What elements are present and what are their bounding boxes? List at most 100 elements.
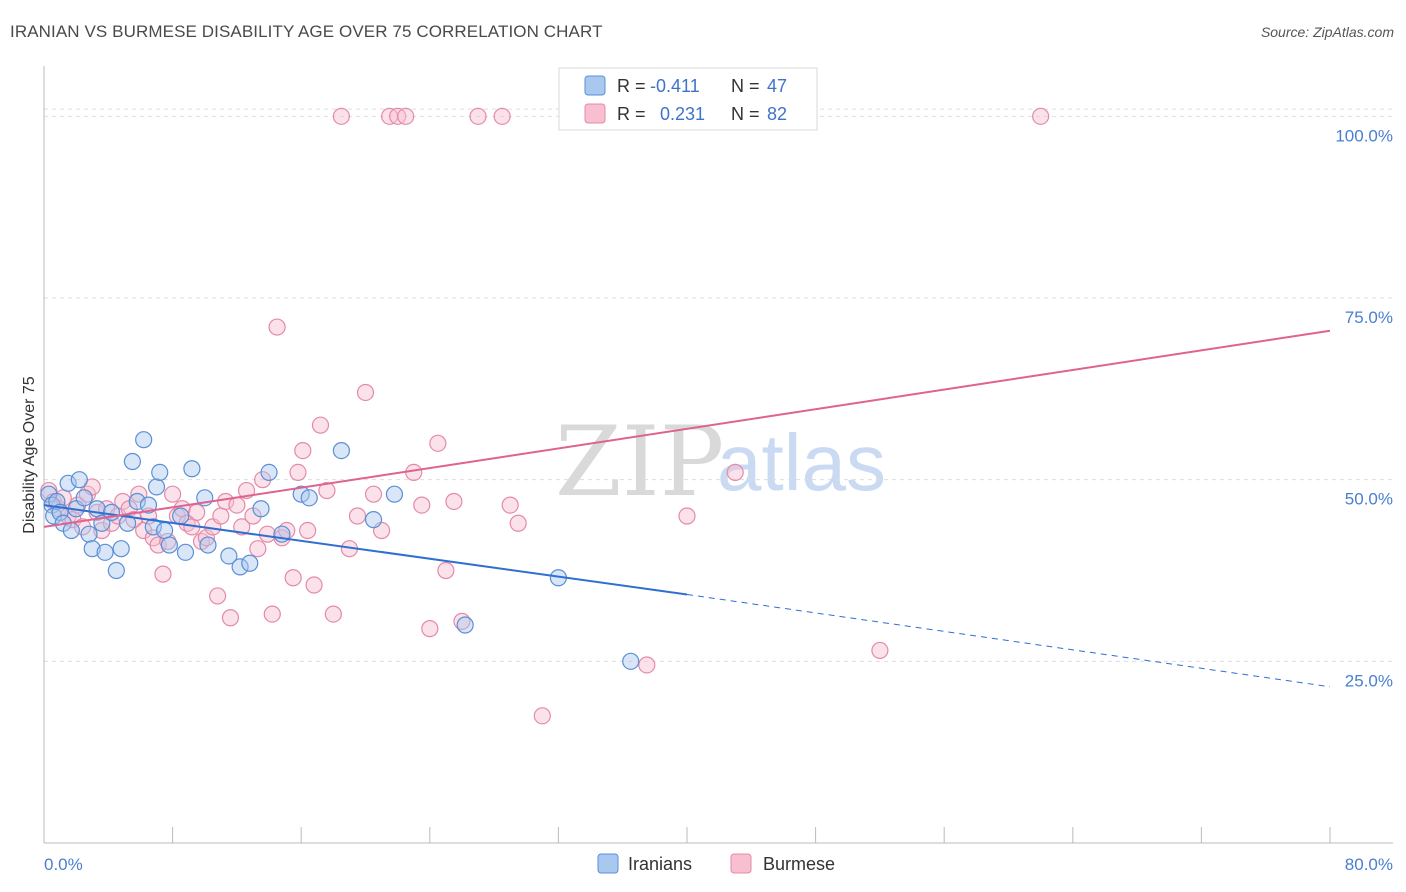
data-point-burmese <box>217 492 235 511</box>
data-point-iranians <box>62 521 80 540</box>
series-legend: Iranians Burmese <box>597 853 835 874</box>
data-point-burmese <box>356 383 375 402</box>
trend-line-iranians-extrapolated <box>686 593 1331 688</box>
legend-n-label-1: N = <box>731 76 760 96</box>
series-burmese-points <box>40 107 1050 725</box>
data-point-iranians <box>70 471 88 489</box>
data-point-iranians <box>385 485 404 503</box>
data-point-burmese <box>1032 107 1050 125</box>
data-point-iranians <box>183 460 201 478</box>
data-point-iranians <box>88 500 106 518</box>
x-tick-labels: 0.0% 80.0% <box>44 855 1393 874</box>
data-point-burmese <box>299 521 317 540</box>
data-point-burmese <box>413 496 431 514</box>
watermark-atlas: atlas <box>717 418 886 507</box>
bottom-legend-swatch-burmese <box>730 853 752 874</box>
data-point-iranians <box>456 616 474 634</box>
axes <box>43 66 1393 844</box>
data-point-burmese <box>284 569 302 587</box>
data-point-burmese <box>421 620 439 638</box>
data-point-burmese <box>509 514 527 532</box>
gridlines <box>44 108 1393 662</box>
data-point-burmese <box>348 507 367 525</box>
data-point-burmese <box>305 576 323 594</box>
data-point-iranians <box>128 492 146 511</box>
series-iranians-points <box>40 431 640 670</box>
data-point-burmese <box>164 485 182 503</box>
data-point-burmese <box>871 641 889 660</box>
legend-r-value-2: 0.231 <box>660 104 705 124</box>
legend-n-label-2: N = <box>731 104 760 124</box>
data-point-iranians <box>199 536 217 554</box>
data-point-burmese <box>289 463 307 481</box>
data-point-iranians <box>292 485 310 503</box>
data-point-iranians <box>260 463 278 481</box>
bottom-legend-iranians: Iranians <box>628 854 692 874</box>
trend-line-burmese <box>43 329 1331 528</box>
data-point-burmese <box>493 107 511 125</box>
data-point-iranians <box>622 652 640 670</box>
data-point-burmese <box>221 609 240 627</box>
data-point-burmese <box>318 481 336 500</box>
data-point-burmese <box>294 442 312 460</box>
data-point-iranians <box>155 521 174 540</box>
y-tick-label: 25.0% <box>1345 671 1393 690</box>
legend-r-value-1: -0.411 <box>650 76 700 96</box>
data-point-burmese <box>437 561 455 580</box>
data-point-burmese <box>212 507 230 525</box>
data-point-burmese <box>233 518 251 536</box>
data-point-iranians <box>172 507 190 525</box>
legend-r-label-1: R = <box>617 76 646 96</box>
trend-line-iranians <box>43 504 688 596</box>
data-point-iranians <box>80 525 98 543</box>
data-point-burmese <box>249 540 267 558</box>
data-point-iranians <box>107 561 125 580</box>
data-point-iranians <box>176 543 195 561</box>
data-point-burmese <box>154 565 172 583</box>
data-point-burmese <box>268 318 286 336</box>
data-point-burmese <box>228 496 246 514</box>
x-tick-label-min: 0.0% <box>44 855 83 874</box>
data-point-burmese <box>209 587 227 605</box>
data-point-iranians <box>83 540 101 558</box>
legend-r-label-2: R = <box>617 104 646 124</box>
data-point-iranians <box>139 496 158 514</box>
data-point-burmese <box>638 656 656 674</box>
legend-n-value-1: 47 <box>767 76 787 96</box>
legend-n-value-2: 82 <box>767 104 787 124</box>
data-point-iranians <box>135 431 153 449</box>
data-point-burmese <box>263 605 281 623</box>
data-point-iranians <box>364 511 383 529</box>
trend-lines <box>43 329 1331 688</box>
y-axis-label: Disability Age Over 75 <box>21 376 38 534</box>
data-point-iranians <box>241 554 259 572</box>
watermark-zip: ZIP <box>555 406 724 518</box>
data-point-iranians <box>300 489 318 507</box>
y-tick-label: 75.0% <box>1345 308 1393 327</box>
data-point-burmese <box>332 107 350 125</box>
data-point-burmese <box>188 503 206 521</box>
source-label: Source: ZipAtlas.com <box>1260 24 1394 40</box>
data-point-iranians <box>332 442 350 460</box>
data-point-iranians <box>160 536 178 554</box>
data-point-burmese <box>429 434 447 452</box>
data-point-burmese <box>311 416 330 434</box>
data-point-burmese <box>445 492 463 511</box>
data-point-iranians <box>144 518 162 536</box>
data-point-iranians <box>112 540 130 558</box>
data-point-iranians <box>220 547 238 565</box>
data-point-burmese <box>405 463 423 481</box>
data-point-iranians <box>96 543 114 561</box>
data-point-iranians <box>231 558 249 576</box>
data-point-iranians <box>147 478 166 496</box>
data-point-burmese <box>678 507 696 525</box>
data-point-burmese <box>501 496 519 514</box>
y-tick-label: 100.0% <box>1335 126 1393 145</box>
data-point-burmese <box>726 463 744 481</box>
data-point-iranians <box>118 514 137 532</box>
y-tick-labels: 25.0% 50.0% 75.0% 100.0% <box>1335 126 1393 690</box>
bottom-legend-burmese: Burmese <box>763 854 835 874</box>
data-point-iranians <box>59 474 77 492</box>
data-point-burmese <box>469 107 487 125</box>
